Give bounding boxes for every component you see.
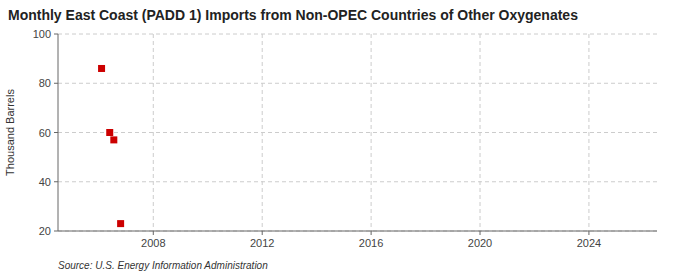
x-tick [153,231,154,235]
y-grid-line [58,231,657,232]
x-grid-line [371,34,372,231]
x-grid-line [153,34,154,231]
chart-container: Monthly East Coast (PADD 1) Imports from… [0,0,675,275]
point [110,136,117,143]
y-tick-label: 100 [33,28,51,40]
y-axis-line [58,34,59,231]
y-axis-label: Thousand Barrels [4,89,16,176]
x-tick-label: 2020 [468,237,492,249]
x-tick [262,231,263,235]
x-grid-line [480,34,481,231]
y-grid-line [58,83,657,84]
y-tick [54,132,58,133]
x-tick-label: 2008 [141,237,165,249]
point [106,129,113,136]
y-grid-line [58,181,657,182]
x-tick [371,231,372,235]
x-grid-line [588,34,589,231]
x-tick-label: 2012 [250,237,274,249]
chart: Monthly East Coast (PADD 1) Imports from… [0,0,675,275]
source-note: Source: U.S. Energy Information Administ… [58,260,268,271]
y-tick [54,83,58,84]
y-tick [54,181,58,182]
y-tick-label: 60 [39,127,51,139]
x-tick-label: 2016 [359,237,383,249]
point [117,220,124,227]
x-tick [588,231,589,235]
y-grid-line [58,132,657,133]
x-grid-line [262,34,263,231]
x-axis-line [58,231,657,232]
y-grid-line [58,34,657,35]
y-tick [54,231,58,232]
x-tick-label: 2024 [577,237,601,249]
x-tick [480,231,481,235]
data-points [98,65,124,227]
title: Monthly East Coast (PADD 1) Imports from… [8,7,578,23]
y-tick-label: 40 [39,176,51,188]
axes: 20 40 60 80 100 2008 2012 2016 2020 2024 [33,28,657,249]
point [98,65,105,72]
y-tick [54,34,58,35]
grid [58,34,657,231]
y-tick-label: 20 [39,225,51,237]
y-tick-label: 80 [39,77,51,89]
